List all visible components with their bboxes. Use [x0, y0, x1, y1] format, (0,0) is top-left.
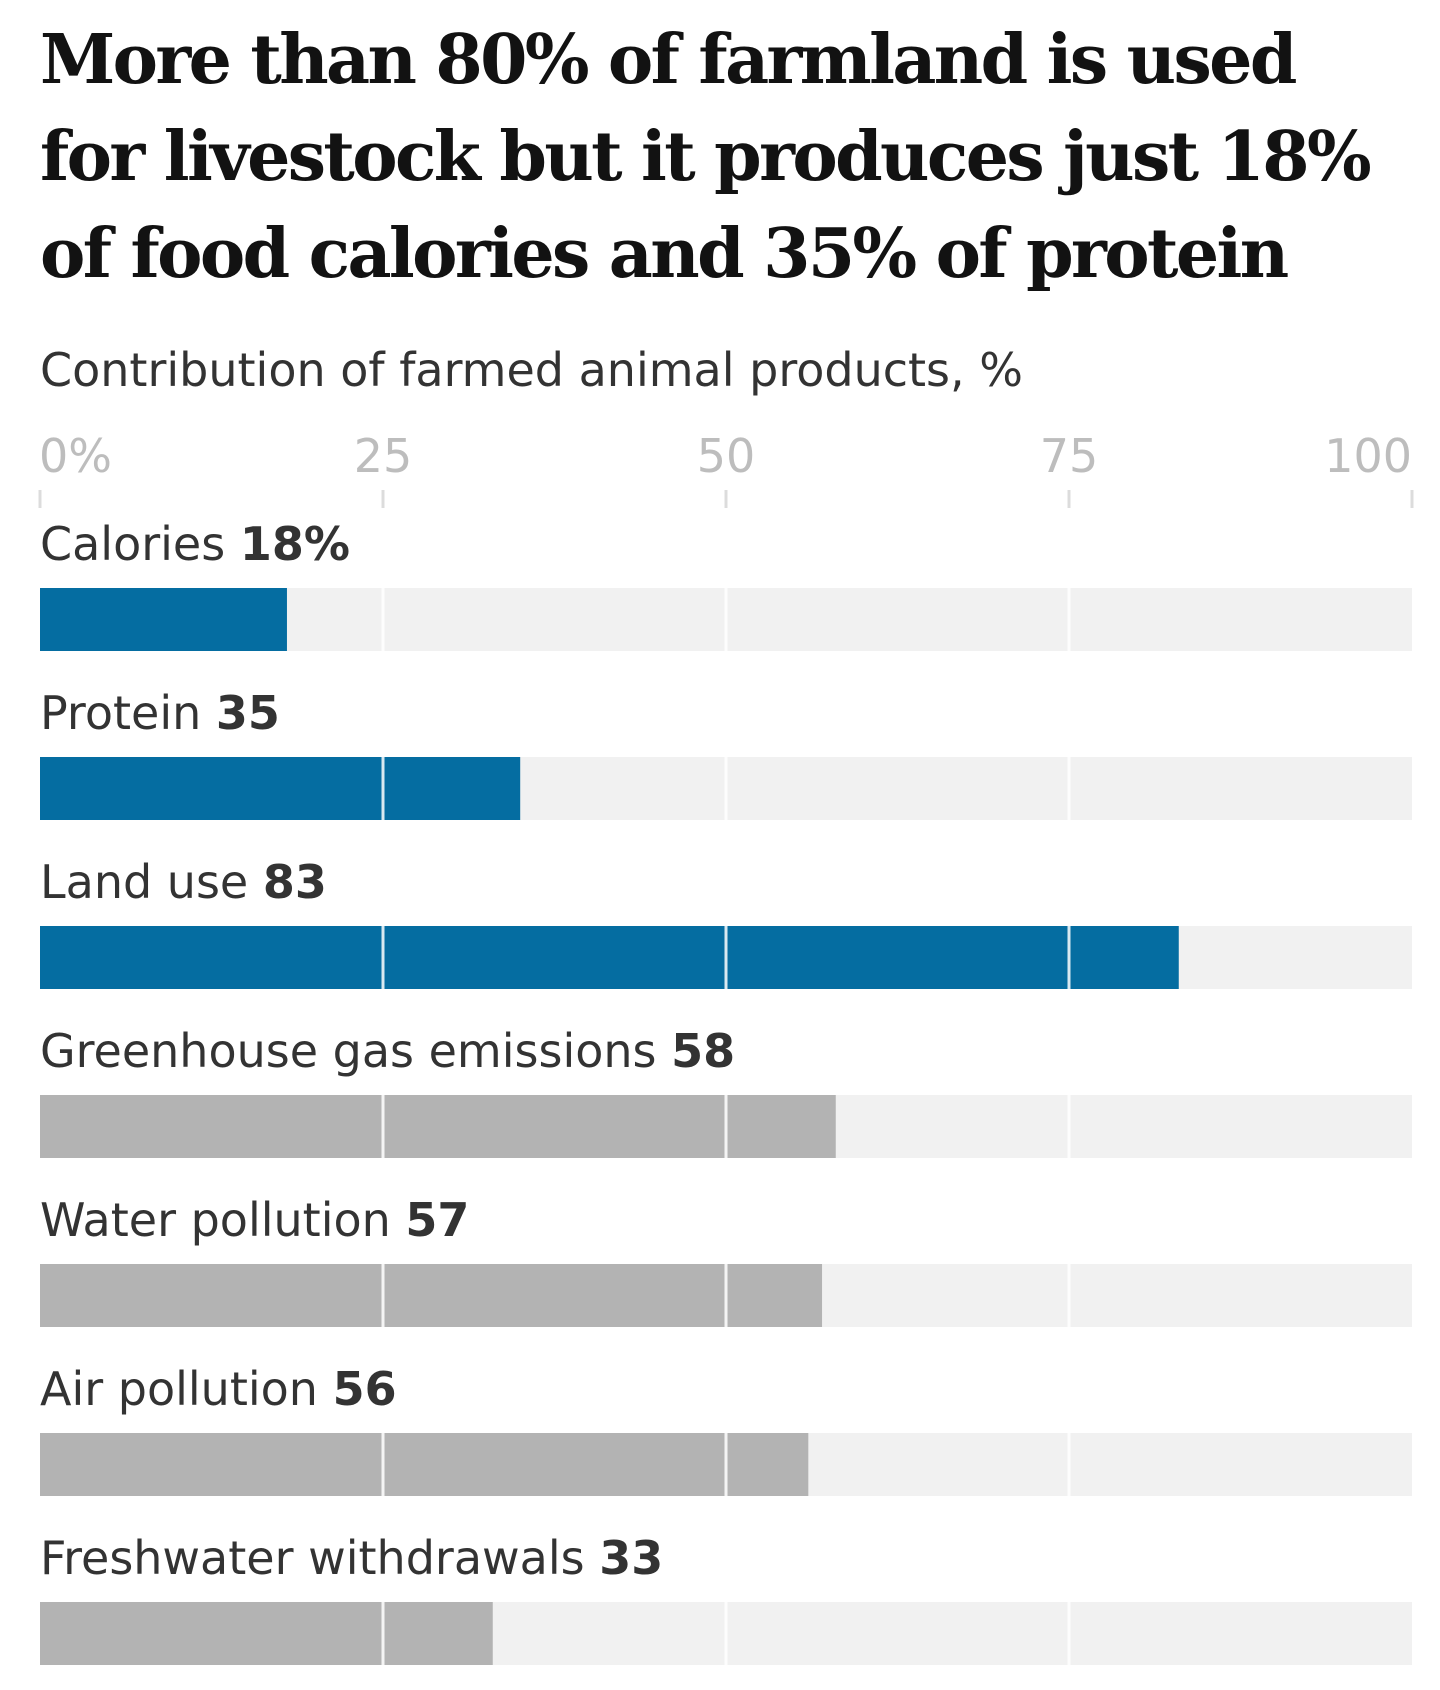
bar-label-value: 33 [599, 1531, 663, 1585]
bar [40, 926, 1179, 989]
tick-label: 25 [354, 429, 413, 483]
tick-label: 100 [1324, 429, 1412, 483]
bar-label: Protein 35 [40, 686, 280, 740]
bar-label: Freshwater withdrawals 33 [40, 1531, 663, 1585]
bar [40, 588, 287, 651]
bar-label: Calories 18% [40, 517, 350, 571]
bar [40, 1264, 823, 1327]
chart-title: More than 80% of farmland is used for li… [40, 20, 1372, 294]
bar-label: Greenhouse gas emissions 58 [40, 1024, 735, 1078]
bar-label-value: 83 [263, 855, 327, 909]
bar-label-name: Land use [40, 855, 263, 909]
bar-label-name: Water pollution [40, 1193, 405, 1247]
bar-label-name: Greenhouse gas emissions [40, 1024, 671, 1078]
tick-label: 0% [39, 429, 112, 483]
bar-label-name: Calories [40, 517, 240, 571]
bar-label-name: Air pollution [40, 1362, 333, 1416]
bar-label: Air pollution 56 [40, 1362, 397, 1416]
bar [40, 1095, 836, 1158]
chart-subtitle: Contribution of farmed animal products, … [40, 343, 1023, 397]
bar-label-name: Protein [40, 686, 216, 740]
tick-label: 50 [697, 429, 756, 483]
bar-label-name: Freshwater withdrawals [40, 1531, 599, 1585]
bar [40, 757, 521, 820]
bar-label: Land use 83 [40, 855, 327, 909]
tick-label: 75 [1040, 429, 1099, 483]
bar-label: Water pollution 57 [40, 1193, 469, 1247]
bar-label-value: 56 [333, 1362, 397, 1416]
bar-label-value: 18% [240, 517, 350, 571]
bar [40, 1433, 809, 1496]
bar-label-value: 35 [216, 686, 280, 740]
bar [40, 1602, 493, 1665]
bar-label-value: 57 [405, 1193, 469, 1247]
bar-label-value: 58 [671, 1024, 735, 1078]
